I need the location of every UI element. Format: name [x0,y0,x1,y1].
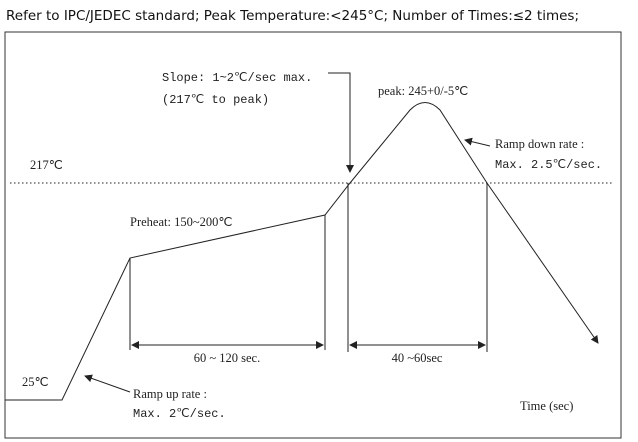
slope-label: (217℃ to peak) [162,93,269,107]
ramp-down-label: Ramp down rate : [495,137,584,151]
peak-label: peak: 245+0/-5℃ [378,84,468,98]
frame [4,31,622,439]
preheat-time-label: 60 ~ 120 sec. [194,351,260,365]
ramp-up-pointer [84,374,131,393]
start-temp-label: 25℃ [22,375,49,389]
profile-curve [5,102,599,401]
ramp-down-label: Max. 2.5℃/sec. [495,158,602,172]
slope-pointer [328,72,354,173]
liquidus-time-label: 40 ~60sec [392,351,443,365]
slope-label: Slope: 1~2℃/sec max. [162,71,312,85]
x-axis-label: Time (sec) [520,399,573,413]
preheat-label: Preheat: 150~200℃ [130,215,232,229]
header-title: Refer to IPC/JEDEC standard; Peak Temper… [6,8,579,24]
ramp-up-label: Max. 2℃/sec. [133,407,226,421]
ramp-up-label: Ramp up rate : [133,387,207,401]
liquidus-label: 217℃ [30,158,63,172]
ramp-down-pointer [464,137,491,147]
